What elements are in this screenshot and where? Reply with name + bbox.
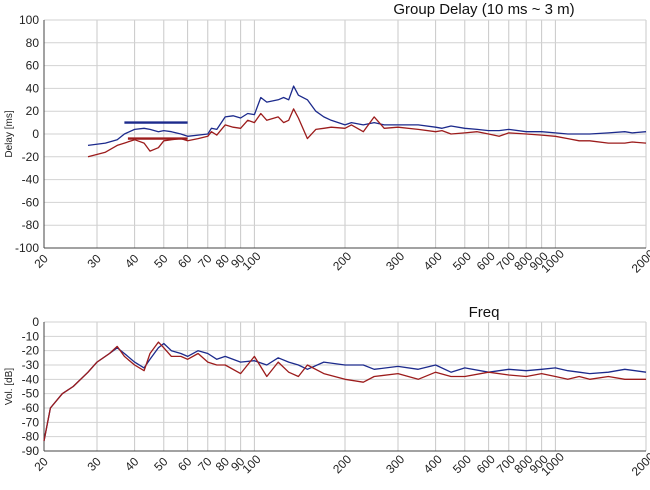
chart-2-y-tick-label: -70 (22, 415, 40, 429)
chart-1-y-tick-label: 0 (32, 127, 39, 141)
chart-2-title: Freq (469, 304, 500, 321)
chart-2-x-tick-label: 2000 (629, 450, 650, 479)
chart-1-x-tick-label: 400 (421, 249, 445, 273)
chart-2-x-tick-label: 400 (421, 452, 445, 476)
chart-1-y-tick-label: -20 (22, 150, 40, 164)
chart-1-x-tick-label: 500 (450, 249, 474, 273)
chart-1-x-tick-label: 40 (122, 251, 142, 271)
chart-2-y-tick-label: -30 (22, 358, 40, 372)
chart-1-y-tick-label: 40 (26, 81, 40, 95)
chart-1-y-tick-label: -60 (22, 195, 40, 209)
chart-1-y-tick-label: -100 (15, 241, 39, 255)
chart-2-y-tick-label: -50 (22, 387, 40, 401)
chart-2-y-tick-label: 0 (32, 315, 39, 329)
chart-1-y-tick-label: 60 (26, 59, 40, 73)
chart-2-y-tick-label: -10 (22, 329, 40, 343)
chart-2-series-red-2 (43, 341, 646, 442)
chart-2-x-tick-label: 50 (151, 454, 171, 474)
chart-1-y-tick-label: 100 (19, 13, 39, 27)
chart-1-x-tick-label: 2000 (629, 247, 650, 276)
chart-1-x-tick-label: 600 (474, 249, 498, 273)
chart-1-y-axis-label: Delay [ms] (4, 110, 15, 157)
chart-2-x-tick-label: 100 (240, 452, 264, 476)
chart-2-x-tick-label: 60 (175, 454, 195, 474)
chart-2-y-axis-label: Vol. [dB] (4, 368, 15, 405)
chart-1-x-tick-label: 50 (151, 251, 171, 271)
chart-1-x-tick-label: 100 (240, 249, 264, 273)
chart-2-x-tick-label: 30 (85, 454, 105, 474)
chart-1-series-blue-1 (87, 85, 647, 147)
chart-2-x-tick-label: 300 (383, 452, 407, 476)
chart-2-x-tick-label: 40 (122, 454, 142, 474)
chart-1-x-tick-label: 300 (383, 249, 407, 273)
chart-2-y-tick-label: -90 (22, 444, 40, 458)
chart-1-y-tick-label: -80 (22, 218, 40, 232)
chart-1-title: Group Delay (10 ms ~ 3 m) (393, 1, 574, 18)
chart-2-x-tick-label: 200 (330, 452, 354, 476)
chart-1-series-red-3 (87, 108, 647, 158)
chart-2-series-blue-1 (43, 342, 647, 442)
chart-2-x-tick-label: 500 (450, 452, 474, 476)
chart-1-y-tick-label: 20 (26, 104, 40, 118)
chart-1-y-tick-label: -40 (22, 173, 40, 187)
chart-2-x-tick-label: 600 (474, 452, 498, 476)
chart-1-x-tick-label: 60 (175, 251, 195, 271)
chart-2-y-tick-label: -80 (22, 430, 40, 444)
chart-1-y-tick-label: 80 (26, 36, 40, 50)
chart-1-x-tick-label: 200 (330, 249, 354, 273)
chart-2-y-tick-label: -60 (22, 401, 40, 415)
chart-2-y-tick-label: -40 (22, 372, 40, 386)
chart-2-y-tick-label: -20 (22, 344, 40, 358)
chart-1-x-tick-label: 30 (85, 251, 105, 271)
